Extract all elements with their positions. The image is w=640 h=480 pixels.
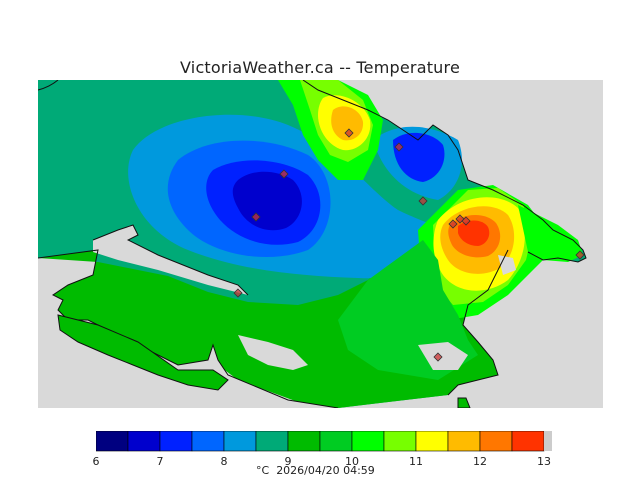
colorbar-tick-label: 7 xyxy=(156,455,164,468)
timestamp-label: 2026/04/20 04:59 xyxy=(276,464,375,477)
unit-label: °C xyxy=(256,464,270,477)
colorbar-tick-label: 11 xyxy=(409,455,423,468)
station-marker[interactable] xyxy=(575,250,585,260)
colorbar-bin xyxy=(191,430,225,452)
colorbar-tick-label: 9 xyxy=(284,455,292,468)
southern-bay xyxy=(238,335,308,370)
station-marker[interactable] xyxy=(418,196,428,206)
colorbar-bin xyxy=(255,430,289,452)
south-east-bay xyxy=(418,342,468,370)
temp-band-7-east xyxy=(393,132,445,182)
colorbar-bin xyxy=(223,430,257,452)
colorbar-tick-label: 6 xyxy=(92,455,100,468)
station-marker[interactable] xyxy=(279,169,289,179)
colorbar-bin xyxy=(287,430,321,452)
colorbar-bin xyxy=(319,430,353,452)
temp-band-10-tail xyxy=(518,205,583,262)
map-footer: °C 2026/04/20 04:59 xyxy=(256,464,375,477)
land-contours xyxy=(38,80,586,408)
colorbar-bin xyxy=(415,430,449,452)
colorbar-tick-label: 12 xyxy=(473,455,487,468)
south-island xyxy=(457,397,471,408)
weather-stations xyxy=(233,128,585,362)
colorbar-bin xyxy=(159,430,193,452)
colorbar-tick-label: 13 xyxy=(537,455,551,468)
colorbar-extension xyxy=(544,431,552,451)
station-marker[interactable] xyxy=(433,352,443,362)
temperature-map[interactable] xyxy=(38,80,603,408)
temp-band-11-5-north xyxy=(331,106,364,141)
bottom-water xyxy=(38,308,333,408)
colorbar-bin xyxy=(511,430,545,452)
colorbar-bin xyxy=(479,430,513,452)
station-marker[interactable] xyxy=(251,212,261,222)
map-title: VictoriaWeather.ca -- Temperature xyxy=(180,58,460,77)
colorbar-bin xyxy=(383,430,417,452)
station-marker[interactable] xyxy=(233,288,243,298)
temp-band-6-5 xyxy=(232,171,302,231)
temp-band-12-5-east xyxy=(458,220,490,246)
colorbar-bin xyxy=(351,430,385,452)
colorbar-tick-label: 10 xyxy=(345,455,359,468)
southern-landmass xyxy=(57,314,229,391)
colorbar-scale xyxy=(95,430,552,452)
station-marker[interactable] xyxy=(461,216,471,226)
station-marker[interactable] xyxy=(448,219,458,229)
station-marker[interactable] xyxy=(394,142,404,152)
colorbar-tick-label: 8 xyxy=(220,455,228,468)
station-marker[interactable] xyxy=(344,128,354,138)
temperature-colorbar: 6 7 8 9 10 11 12 13 xyxy=(92,430,554,471)
coastline xyxy=(38,80,587,408)
colorbar-bin xyxy=(127,430,161,452)
colorbar-bin xyxy=(447,430,481,452)
colorbar-bin xyxy=(95,430,129,452)
map-canvas xyxy=(38,80,603,408)
